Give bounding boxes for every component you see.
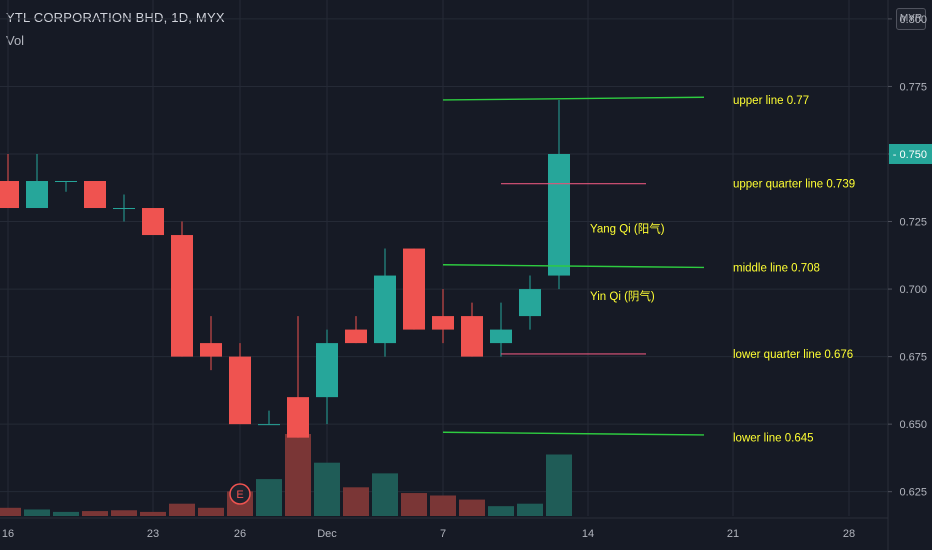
x-tick-label: 21 xyxy=(727,528,739,540)
x-tick-label: 23 xyxy=(147,528,159,540)
level-annotation: lower quarter line 0.676 xyxy=(733,349,853,361)
candle-body xyxy=(55,181,77,183)
candle-body xyxy=(26,181,48,209)
volume-bar xyxy=(111,510,137,516)
x-tick-label: 7 xyxy=(440,528,446,540)
candle-body xyxy=(403,248,425,330)
volume-bar xyxy=(256,479,282,516)
x-tick-label: 16 xyxy=(2,528,14,540)
volume-bar xyxy=(430,495,456,516)
y-tick-label: 0.700 xyxy=(899,284,927,296)
current-price-label: - 0.750 xyxy=(893,149,927,161)
level-line xyxy=(442,264,705,269)
candle-body xyxy=(229,356,251,425)
candle-body xyxy=(548,153,570,276)
x-tick-label: 26 xyxy=(234,528,246,540)
volume-bar xyxy=(0,507,21,516)
volume-bar xyxy=(314,462,340,516)
volume-bar xyxy=(285,434,311,516)
level-annotation: upper quarter line 0.739 xyxy=(733,179,855,191)
candle-body xyxy=(113,208,135,210)
level-annotation: middle line 0.708 xyxy=(733,262,820,274)
candle-body xyxy=(258,424,280,426)
candle-body xyxy=(0,181,19,209)
level-line xyxy=(442,96,705,101)
candle-body xyxy=(171,235,193,357)
volume-bar xyxy=(198,507,224,516)
candle-body xyxy=(200,343,222,357)
y-tick-label: 0.775 xyxy=(899,81,927,93)
volume-bar xyxy=(459,499,485,516)
y-tick-label: 0.800 xyxy=(899,14,927,26)
qi-label: Yang Qi (阳气) xyxy=(590,221,665,235)
candle-body xyxy=(461,316,483,357)
candle-body xyxy=(287,397,309,438)
qi-label: Yin Qi (阴气) xyxy=(590,289,655,303)
chart-title: YTL CORPORATION BHD, 1D, MYX xyxy=(6,10,225,25)
x-tick-label: 28 xyxy=(843,528,855,540)
y-tick-label: 0.625 xyxy=(899,487,927,499)
volume-label: Vol xyxy=(6,33,25,48)
level-line xyxy=(442,431,705,436)
x-tick-label: 14 xyxy=(582,528,594,540)
x-tick-label: Dec xyxy=(317,528,337,540)
candle-body xyxy=(374,275,396,344)
volume-bar xyxy=(343,487,369,516)
candle-body xyxy=(345,329,367,344)
candle-body xyxy=(84,181,106,209)
volume-bar xyxy=(488,506,514,516)
level-annotation: lower line 0.645 xyxy=(733,433,814,445)
candle-body xyxy=(142,208,164,236)
volume-bar xyxy=(24,509,50,516)
volume-bar xyxy=(140,511,166,516)
y-tick-label: 0.675 xyxy=(899,352,927,364)
volume-bar xyxy=(517,503,543,516)
level-annotation: upper line 0.77 xyxy=(733,95,809,107)
earnings-marker-icon xyxy=(229,483,251,505)
volume-bar xyxy=(546,454,572,516)
currency-badge[interactable]: MYR xyxy=(896,8,926,30)
candle-body xyxy=(432,316,454,330)
candle-body xyxy=(490,329,512,344)
current-price-tag xyxy=(889,143,932,164)
volume-bar xyxy=(372,473,398,516)
volume-bar xyxy=(82,511,108,516)
candle-body xyxy=(316,343,338,398)
candle-body xyxy=(519,289,541,317)
y-tick-label: 0.650 xyxy=(899,419,927,431)
volume-bar xyxy=(53,511,79,516)
y-tick-label: 0.725 xyxy=(899,217,927,229)
volume-bar xyxy=(169,503,195,516)
earnings-marker-label: E xyxy=(236,489,243,501)
volume-bar xyxy=(401,493,427,516)
